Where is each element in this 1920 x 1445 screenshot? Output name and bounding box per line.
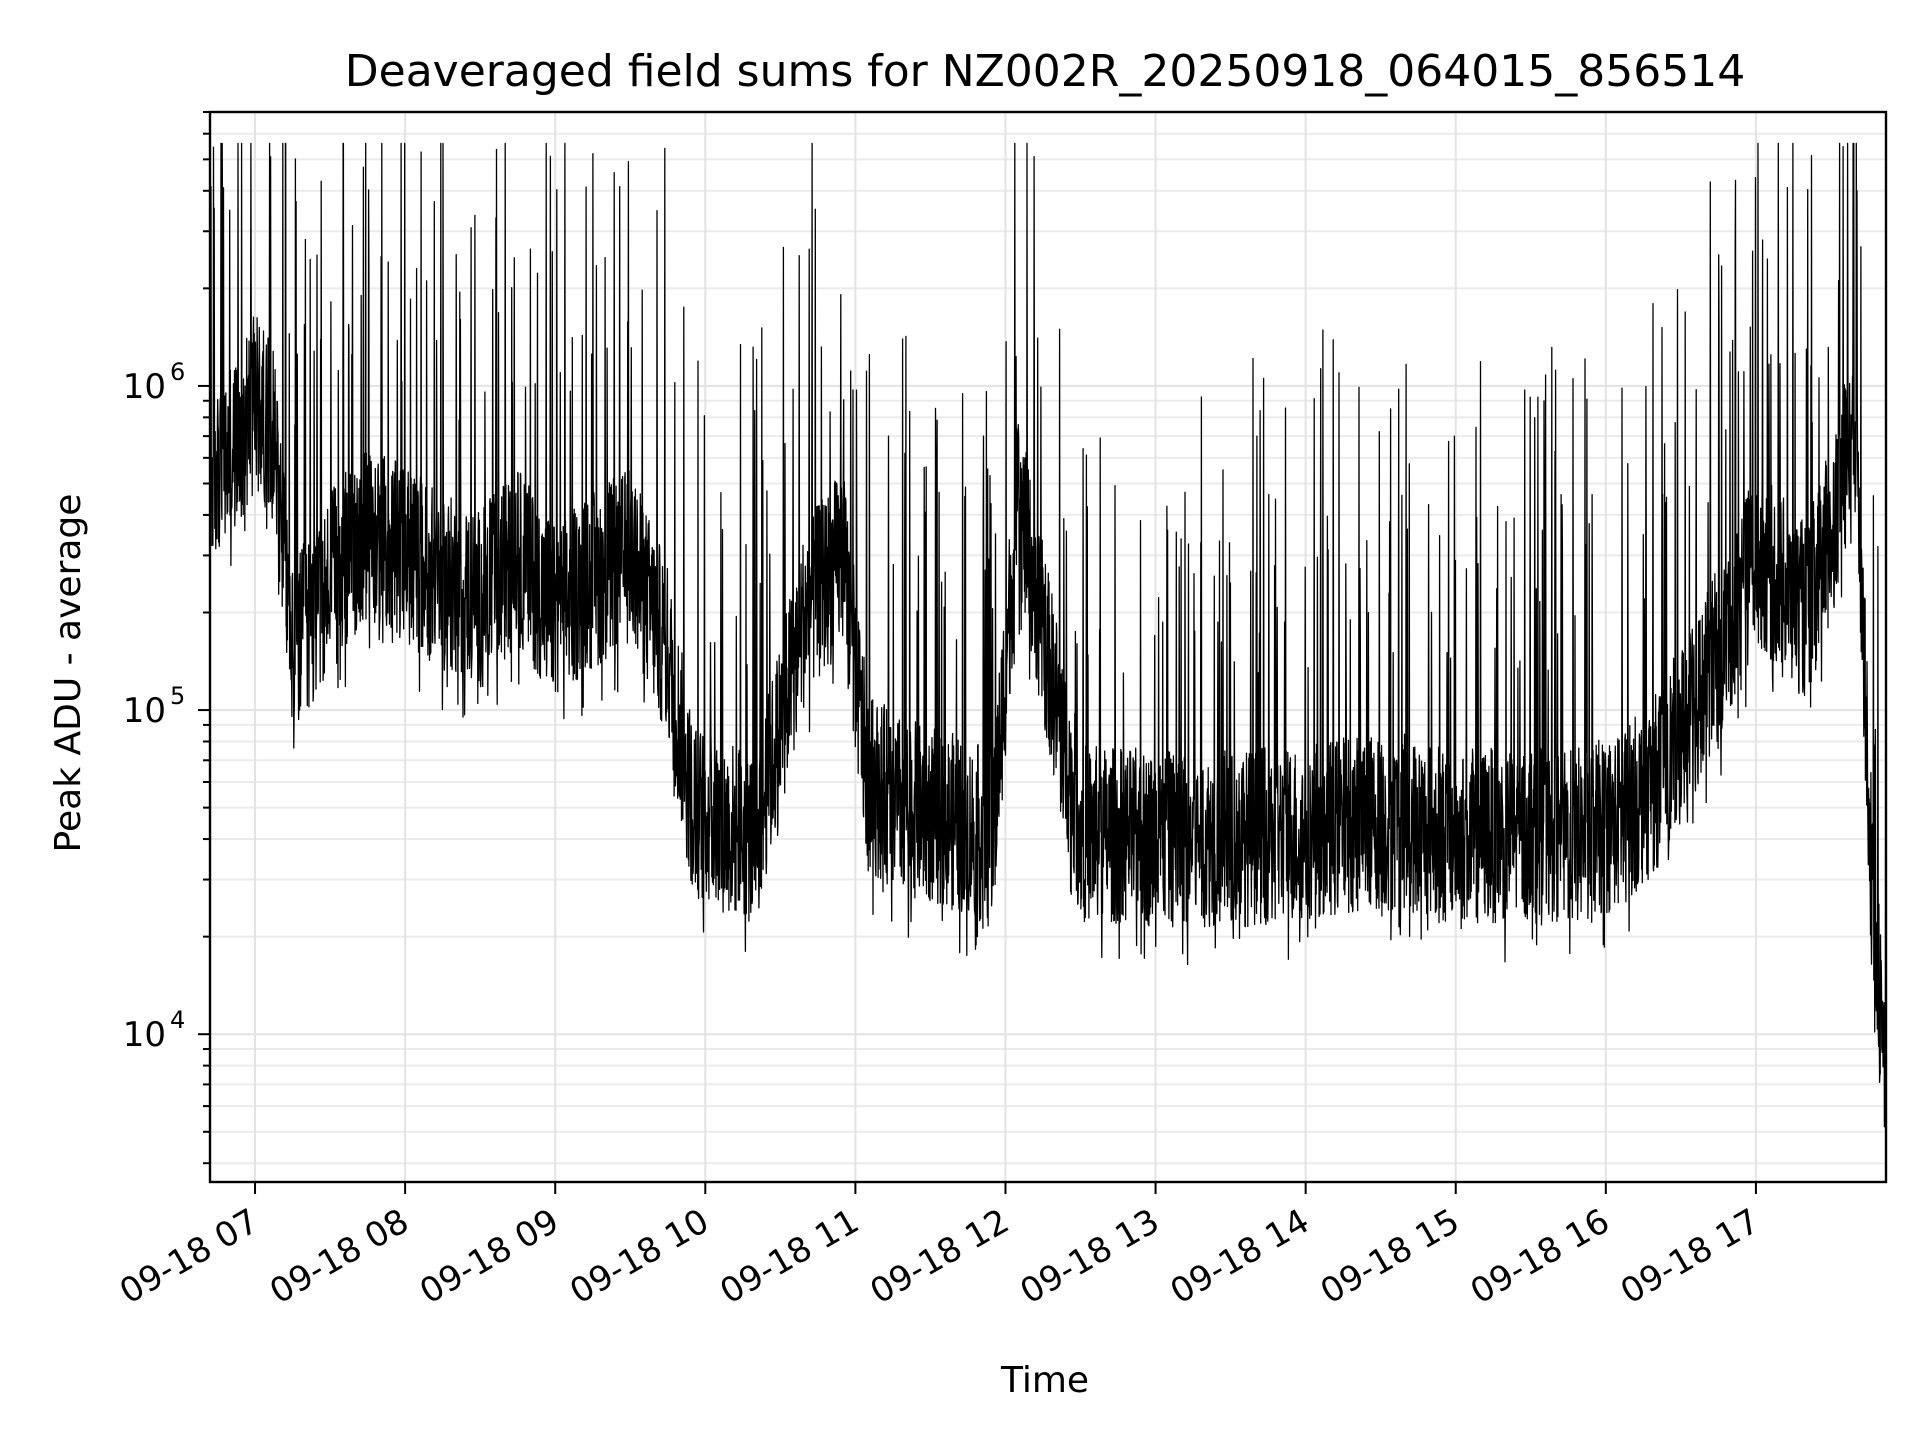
x-tick-label: 09-18 16	[1464, 1201, 1616, 1312]
chart-title: Deaveraged field sums for NZ002R_2025091…	[345, 46, 1745, 97]
x-tick-label: 09-18 09	[413, 1201, 565, 1312]
x-tick-label: 09-18 13	[1014, 1201, 1166, 1312]
x-axis-label: Time	[1000, 1360, 1089, 1401]
plot-frame	[208, 110, 1888, 1184]
x-tick-label: 09-18 10	[563, 1201, 715, 1312]
y-tick-label: 10	[123, 1015, 166, 1055]
y-tick-label-exponent: 5	[170, 682, 185, 710]
series-layer	[209, 142, 1887, 1128]
x-tick-label: 09-18 15	[1314, 1201, 1466, 1312]
x-tick-label: 09-18 14	[1164, 1201, 1316, 1312]
x-tick-label: 09-18 11	[713, 1201, 865, 1312]
x-tick-label: 09-18 07	[113, 1201, 265, 1312]
x-tick-label: 09-18 17	[1614, 1201, 1766, 1312]
x-tick-label: 09-18 08	[263, 1201, 415, 1312]
y-tick-label-exponent: 6	[170, 358, 185, 386]
series-line	[209, 142, 1887, 1128]
y-axis-label: Peak ADU - average	[48, 494, 89, 853]
y-tick-label-exponent: 4	[170, 1006, 185, 1034]
x-tick-label: 09-18 12	[864, 1201, 1016, 1312]
y-tick-label: 10	[123, 367, 166, 407]
y-tick-label: 10	[123, 691, 166, 731]
